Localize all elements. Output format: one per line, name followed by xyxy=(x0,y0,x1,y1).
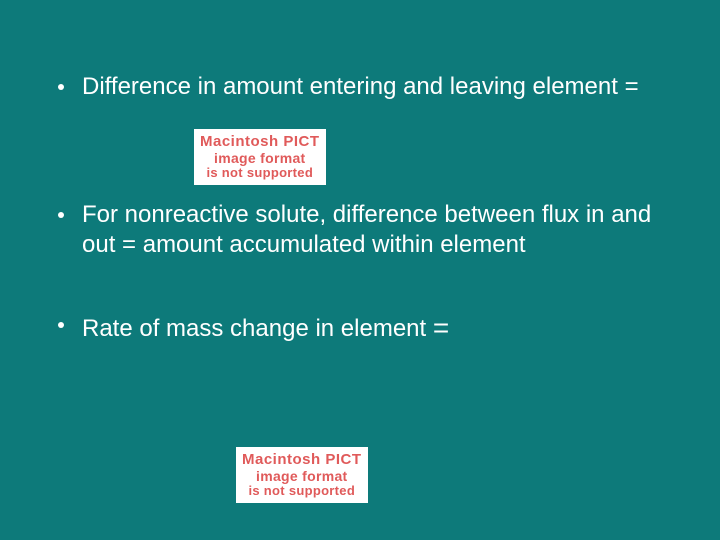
bullet-text: Difference in amount entering and leavin… xyxy=(82,72,639,102)
pict-line: Macintosh PICT xyxy=(242,451,362,468)
slide: Difference in amount entering and leavin… xyxy=(0,0,720,540)
bullet-dot-icon xyxy=(58,322,64,328)
bullet-item: Difference in amount entering and leavin… xyxy=(58,72,658,102)
pict-unsupported-icon: Macintosh PICT image format is not suppo… xyxy=(194,129,326,185)
bullet-text: For nonreactive solute, difference betwe… xyxy=(82,200,658,260)
pict-line: image format xyxy=(200,150,320,166)
pict-line: image format xyxy=(242,468,362,484)
pict-placeholder: Macintosh PICT image format is not suppo… xyxy=(194,129,326,185)
spacer xyxy=(58,260,658,310)
pict-line: Macintosh PICT xyxy=(200,133,320,150)
bullet-dot-icon xyxy=(58,212,64,218)
bullet-text: Rate of mass change in element = xyxy=(82,310,449,345)
equals-sign: = xyxy=(433,312,449,343)
pict-unsupported-icon: Macintosh PICT image format is not suppo… xyxy=(236,447,368,503)
bullet-text-prefix: Rate of mass change in element xyxy=(82,315,426,342)
bullet-item: Rate of mass change in element = xyxy=(58,310,658,345)
bullet-dot-icon xyxy=(58,84,64,90)
bullet-list: Difference in amount entering and leavin… xyxy=(58,72,658,345)
spacer xyxy=(58,102,658,200)
bullet-item: For nonreactive solute, difference betwe… xyxy=(58,200,658,260)
pict-line: is not supported xyxy=(200,166,320,181)
pict-line: is not supported xyxy=(242,484,362,499)
pict-placeholder: Macintosh PICT image format is not suppo… xyxy=(236,447,368,503)
